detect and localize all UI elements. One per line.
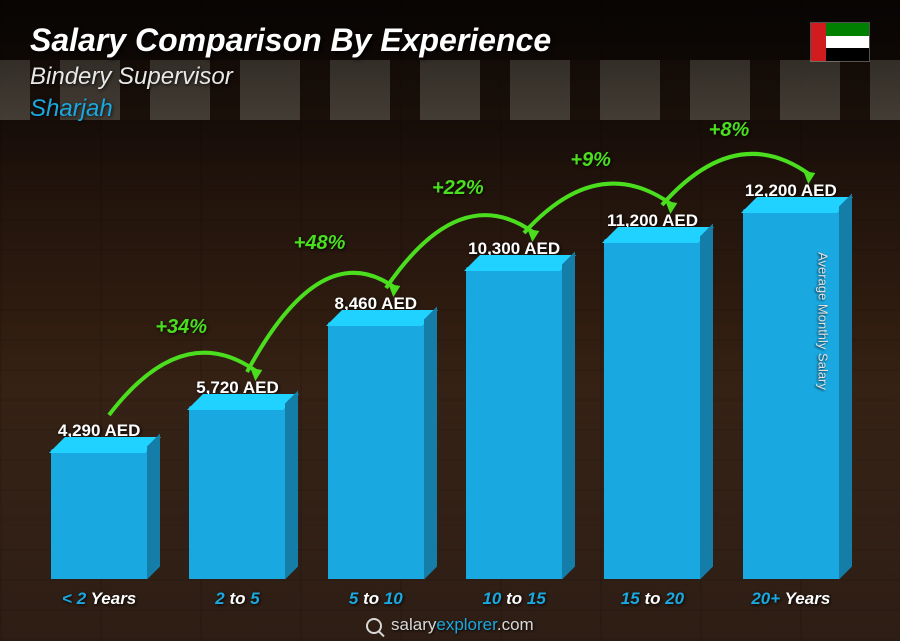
footer-text-suffix: .com — [497, 615, 534, 634]
x-axis-label: 2 to 5 — [168, 589, 306, 609]
header: Salary Comparison By Experience Bindery … — [30, 22, 870, 123]
footer-text-post: explorer — [436, 615, 496, 634]
increase-pct-label: +34% — [155, 316, 207, 339]
bar — [604, 239, 700, 579]
content: Salary Comparison By Experience Bindery … — [0, 0, 900, 641]
footer-attribution: salaryexplorer.com — [0, 615, 900, 635]
x-axis-label: 10 to 15 — [445, 589, 583, 609]
footer-text-pre: salary — [391, 615, 436, 634]
job-title: Bindery Supervisor — [30, 63, 870, 91]
x-axis-label: < 2 Years — [30, 589, 168, 609]
increase-pct-label: +22% — [432, 177, 484, 200]
increase-pct-label: +8% — [709, 119, 750, 142]
y-axis-label: Average Monthly Salary — [816, 252, 831, 390]
bar-group: 11,200 AED — [583, 211, 721, 579]
x-axis-labels: < 2 Years2 to 55 to 1010 to 1515 to 2020… — [30, 589, 860, 609]
x-axis-label: 5 to 10 — [307, 589, 445, 609]
bar — [466, 267, 562, 579]
bar-group: 4,290 AED — [30, 421, 168, 579]
page-title: Salary Comparison By Experience — [30, 22, 870, 59]
increase-pct-label: +9% — [570, 149, 611, 172]
bar-group: 12,200 AED — [722, 181, 860, 579]
uae-flag-icon — [810, 22, 870, 62]
bar — [51, 449, 147, 579]
magnifier-icon — [366, 618, 382, 634]
x-axis-label: 15 to 20 — [583, 589, 721, 609]
x-axis-label: 20+ Years — [722, 589, 860, 609]
increase-pct-label: +48% — [294, 232, 346, 255]
